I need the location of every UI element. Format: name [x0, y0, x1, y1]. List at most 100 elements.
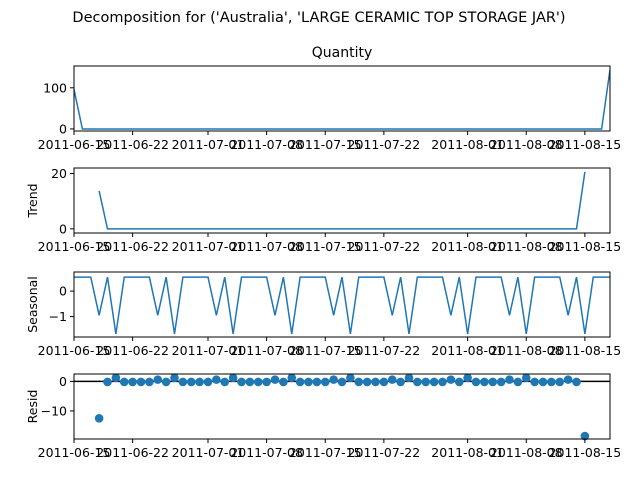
x-tick-label: 2011-07-22	[348, 137, 421, 152]
resid-point	[111, 373, 121, 383]
resid-point	[379, 377, 389, 387]
resid-point	[454, 377, 464, 387]
resid-point	[153, 375, 163, 384]
x-tick-label: 2011-07-01	[172, 137, 245, 152]
x-tick-label: 2011-07-15	[289, 343, 362, 358]
y-tick-label: 0	[59, 221, 67, 236]
resid-point	[521, 373, 531, 383]
x-tick-label: 2011-06-15	[38, 239, 111, 254]
resid-point	[396, 377, 405, 387]
resid-point	[195, 377, 204, 387]
resid-point	[354, 377, 364, 387]
x-tick-label: 2011-06-22	[96, 445, 169, 460]
x-tick-label: 2011-07-01	[172, 239, 245, 254]
y-axis-label: Seasonal	[25, 276, 40, 333]
resid-point	[287, 373, 297, 383]
resid-point	[346, 373, 355, 383]
resid-point	[337, 377, 347, 387]
resid-point	[387, 375, 397, 384]
axes-frame	[73, 271, 611, 338]
resid-point	[262, 377, 271, 387]
resid-point	[145, 377, 154, 387]
resid-point	[320, 377, 330, 387]
axes-frame	[73, 65, 611, 132]
x-tick-label: 2011-08-08	[490, 445, 563, 460]
resid-point	[312, 377, 322, 387]
resid-point	[178, 377, 188, 387]
x-tick-label: 2011-08-01	[431, 239, 504, 254]
resid-point	[438, 377, 447, 387]
x-tick-label: 2011-08-01	[431, 137, 504, 152]
x-tick-label: 2011-07-08	[230, 445, 303, 460]
resid-point	[253, 377, 263, 387]
resid-point	[270, 375, 280, 384]
resid-point	[513, 377, 523, 387]
x-tick-label: 2011-07-15	[289, 239, 362, 254]
x-tick-label: 2011-07-22	[348, 239, 421, 254]
resid-point	[161, 377, 171, 387]
x-tick-label: 2011-08-15	[549, 343, 622, 358]
resid-point	[505, 375, 514, 384]
resid-point	[421, 377, 431, 387]
series-line	[74, 69, 610, 130]
resid-point	[446, 375, 456, 384]
resid-point	[555, 377, 565, 387]
panel-title: Quantity	[312, 45, 373, 61]
resid-point	[538, 377, 548, 387]
x-tick-label: 2011-07-01	[172, 445, 245, 460]
x-tick-label: 2011-07-22	[348, 445, 421, 460]
x-tick-label: 2011-07-08	[230, 137, 303, 152]
resid-point	[404, 373, 414, 383]
resid-point	[371, 377, 380, 387]
resid-point	[170, 373, 179, 383]
resid-point	[463, 373, 472, 383]
resid-point	[94, 414, 104, 423]
y-axis-label: Resid	[25, 390, 40, 424]
x-tick-label: 2011-07-15	[289, 445, 362, 460]
resid-point	[413, 377, 422, 387]
y-tick-label: 0	[59, 284, 67, 299]
resid-point	[228, 373, 238, 383]
resid-point	[128, 377, 137, 387]
series-line	[98, 171, 586, 230]
series-line	[74, 276, 610, 335]
x-tick-label: 2011-08-15	[549, 137, 622, 152]
y-tick-label: 20	[51, 166, 67, 181]
resid-point	[295, 377, 305, 387]
x-tick-label: 2011-07-01	[172, 343, 245, 358]
x-tick-label: 2011-08-08	[490, 343, 563, 358]
x-tick-label: 2011-07-22	[348, 343, 421, 358]
resid-point	[547, 377, 556, 387]
y-tick-label: 0	[59, 374, 67, 389]
resid-point	[279, 377, 288, 387]
resid-point	[237, 377, 246, 387]
x-tick-label: 2011-08-15	[549, 239, 622, 254]
resid-point	[186, 377, 196, 387]
figure-suptitle: Decomposition for ('Australia', 'LARGE C…	[72, 10, 565, 26]
x-tick-label: 2011-06-22	[96, 137, 169, 152]
x-tick-label: 2011-06-15	[38, 343, 111, 358]
x-tick-label: 2011-07-08	[230, 239, 303, 254]
y-tick-label: 0	[59, 121, 67, 136]
y-tick-label: −10	[41, 403, 67, 418]
x-tick-label: 2011-08-08	[490, 137, 563, 152]
resid-point	[329, 375, 338, 384]
resid-point	[220, 377, 230, 387]
resid-point	[530, 377, 539, 387]
resid-point	[580, 431, 590, 441]
axes-frame	[73, 167, 611, 234]
resid-point	[212, 375, 221, 384]
x-tick-label: 2011-08-01	[431, 445, 504, 460]
resid-point	[429, 377, 439, 387]
x-tick-label: 2011-06-15	[38, 445, 111, 460]
x-tick-label: 2011-06-22	[96, 343, 169, 358]
x-tick-label: 2011-07-15	[289, 137, 362, 152]
resid-point	[480, 377, 489, 387]
x-tick-label: 2011-06-22	[96, 239, 169, 254]
